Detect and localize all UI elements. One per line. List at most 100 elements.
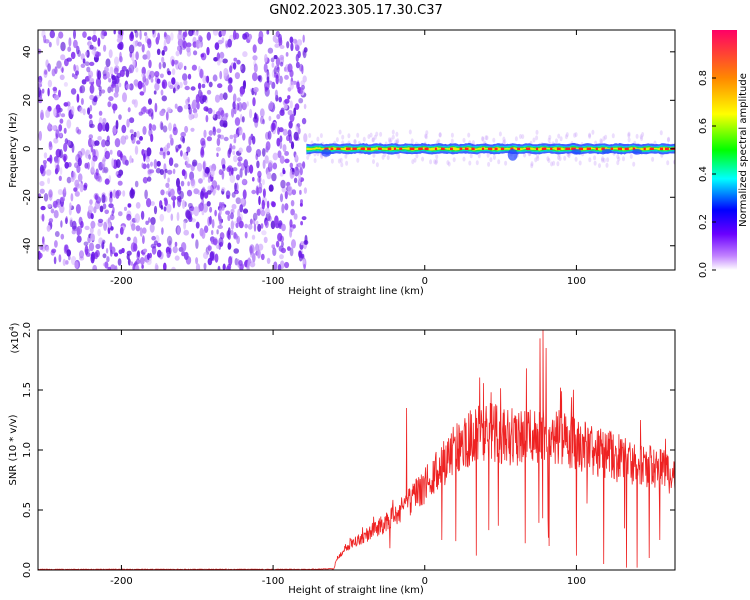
halo-dot — [353, 139, 357, 145]
noise-blob — [139, 257, 145, 265]
noise-blob — [121, 124, 127, 134]
noise-blob — [271, 172, 277, 182]
halo-dot — [437, 138, 441, 144]
noise-blob — [227, 227, 231, 236]
noise-blob — [289, 100, 293, 109]
halo-dot — [574, 156, 578, 162]
noise-blob — [38, 130, 42, 141]
x-tick-label: 0 — [422, 276, 428, 287]
noise-blob — [207, 177, 211, 183]
halo-dot — [344, 153, 348, 159]
noise-blob — [112, 77, 117, 85]
halo-dot — [356, 157, 360, 163]
halo-dot — [514, 136, 518, 142]
noise-blob — [256, 208, 261, 216]
noise-blob — [89, 44, 94, 50]
noise-blob — [203, 262, 207, 270]
trace-peak-dash — [378, 147, 382, 150]
noise-blob — [58, 175, 62, 181]
noise-blob — [106, 256, 110, 263]
noise-blob — [200, 91, 204, 100]
noise-blob — [159, 110, 165, 117]
halo-dot — [606, 157, 610, 163]
noise-blob — [275, 57, 281, 67]
noise-blob — [282, 169, 286, 175]
noise-blob — [105, 58, 111, 67]
halo-dot — [534, 157, 538, 163]
noise-blob — [154, 102, 158, 113]
noise-blob — [157, 32, 161, 41]
noise-blob — [252, 135, 256, 145]
noise-blob — [145, 220, 149, 225]
halo-dot — [362, 136, 366, 142]
noise-blob — [289, 228, 293, 238]
noise-blob — [123, 206, 128, 211]
noise-blob — [252, 212, 258, 221]
noise-blob — [166, 107, 172, 113]
noise-blob — [288, 121, 293, 129]
noise-blob — [184, 85, 190, 91]
noise-blob — [115, 190, 120, 199]
noise-blob — [207, 245, 212, 251]
noise-blob — [98, 110, 103, 116]
noise-blob — [191, 233, 195, 239]
noise-blob — [130, 31, 134, 39]
noise-blob — [297, 172, 302, 183]
noise-blob — [266, 171, 272, 180]
halo-dot — [367, 134, 371, 140]
noise-blob — [208, 130, 213, 136]
noise-blob — [71, 220, 77, 230]
noise-blob — [251, 234, 256, 240]
noise-blob — [172, 246, 178, 254]
noise-blob — [111, 158, 115, 168]
halo-dot — [410, 138, 414, 144]
noise-blob — [231, 203, 237, 210]
noise-blob — [303, 103, 307, 110]
halo-dot — [523, 152, 527, 158]
noise-blob — [212, 30, 219, 36]
noise-blob — [262, 148, 266, 157]
noise-blob — [303, 240, 309, 245]
noise-blob — [146, 50, 151, 60]
halo-dot — [519, 134, 522, 139]
noise-blob — [90, 233, 96, 241]
noise-blob — [136, 130, 140, 139]
noise-blob — [177, 105, 183, 113]
halo-dot — [616, 154, 620, 160]
noise-blob — [280, 179, 286, 189]
trace-peak-dash — [399, 147, 403, 150]
trace-peak-dash — [665, 147, 669, 150]
noise-blob — [219, 207, 222, 216]
noise-blob — [163, 262, 167, 270]
noise-blob — [76, 235, 82, 243]
trace-peak-dash — [450, 147, 453, 150]
noise-blob — [101, 139, 106, 148]
noise-blob — [41, 242, 47, 252]
y-tick-label: 2.0 — [22, 322, 33, 338]
noise-blob — [209, 215, 212, 225]
halo-dot — [347, 133, 351, 139]
halo-dot — [467, 132, 471, 138]
noise-blob — [250, 253, 253, 258]
noise-blob — [101, 194, 106, 204]
noise-blob — [264, 53, 268, 63]
halo-dot — [391, 134, 395, 140]
noise-blob — [47, 105, 52, 112]
noise-blob — [271, 62, 275, 68]
noise-blob — [203, 225, 209, 233]
noise-blob — [205, 114, 209, 123]
noise-blob — [265, 145, 269, 153]
noise-blob — [218, 215, 223, 226]
noise-blob — [98, 237, 104, 245]
noise-blob — [90, 253, 95, 264]
noise-blob — [46, 224, 51, 232]
noise-blob — [102, 168, 108, 173]
snr-panel: -200 -100 0 100 0.0 0.5 1.0 1.5 2.0 Height of st… — [8, 322, 676, 596]
halo-dot — [598, 163, 601, 169]
noise-blob — [228, 256, 233, 266]
noise-blob — [143, 153, 146, 162]
noise-blob — [126, 236, 131, 242]
noise-blob — [134, 180, 139, 188]
noise-blob — [112, 103, 118, 111]
noise-blob — [212, 189, 217, 194]
